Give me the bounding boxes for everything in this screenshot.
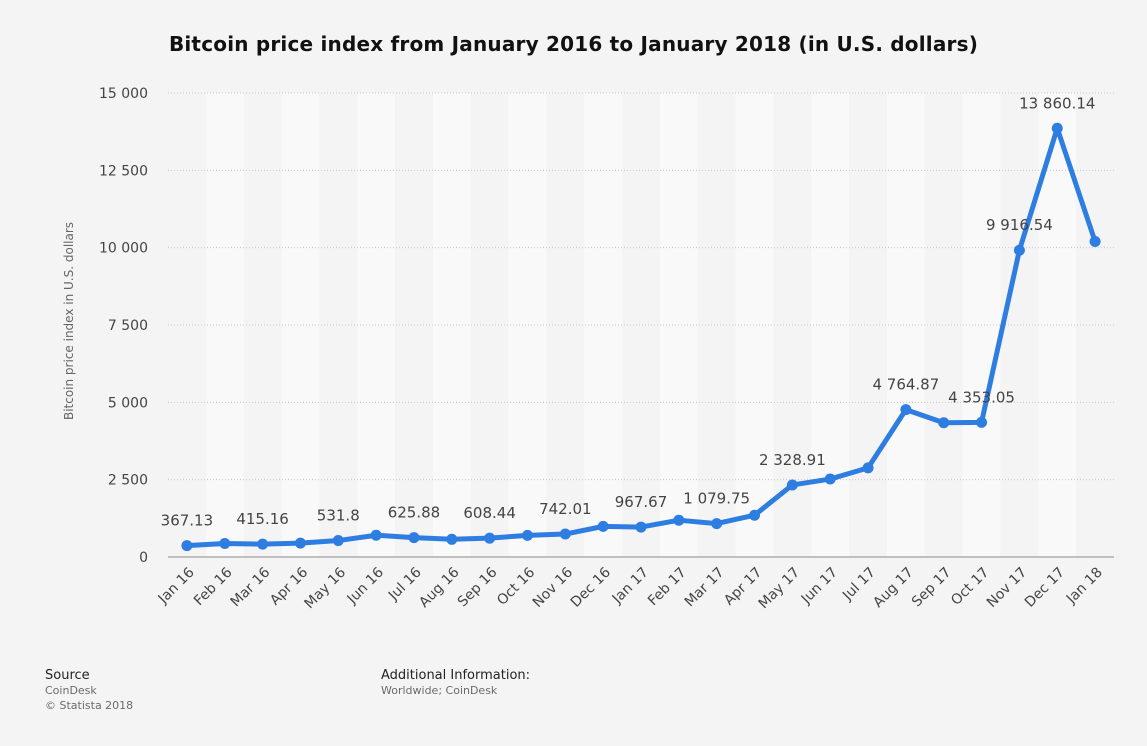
data-point — [559, 528, 571, 540]
data-point — [635, 521, 647, 533]
data-point — [749, 509, 761, 521]
x-tick-label: Mar 16 — [228, 564, 274, 610]
data-label: 1 079.75 — [683, 490, 750, 508]
column-band — [205, 93, 244, 557]
data-point — [219, 537, 231, 549]
data-point — [257, 538, 269, 550]
data-point — [1051, 122, 1063, 134]
y-tick-label: 15 000 — [99, 86, 148, 102]
x-tick-label: Jan 17 — [609, 565, 652, 608]
x-tick-label: Nov 17 — [984, 565, 1030, 611]
y-tick-label: 12 500 — [99, 163, 148, 179]
x-tick-label: May 16 — [302, 564, 350, 612]
data-label: 625.88 — [388, 504, 441, 522]
x-tick-label: Aug 17 — [870, 565, 916, 611]
y-tick-label: 7 500 — [108, 318, 148, 334]
x-tick-label: Jun 17 — [798, 565, 841, 608]
source-line: CoinDesk — [45, 684, 97, 697]
data-point — [332, 535, 344, 547]
data-point — [181, 540, 193, 552]
data-point — [900, 404, 912, 416]
data-point — [1013, 244, 1025, 256]
data-point — [370, 529, 382, 541]
data-point — [597, 520, 609, 532]
additional-info-heading: Additional Information: — [381, 668, 531, 683]
chart-title: Bitcoin price index from January 2016 to… — [168, 32, 979, 56]
x-tick-label: Jan 18 — [1063, 565, 1106, 608]
data-label: 4 764.87 — [872, 376, 939, 394]
series-line — [184, 125, 1098, 549]
data-label: 367.13 — [161, 512, 214, 530]
x-tick-label: Feb 17 — [645, 565, 690, 610]
data-point — [824, 473, 836, 485]
data-label: 967.67 — [615, 493, 668, 511]
data-point — [294, 537, 306, 549]
additional-info-block: Additional Information: Worldwide; CoinD… — [381, 668, 530, 698]
y-tick-label: 5 000 — [108, 395, 148, 411]
x-tick-label: Jun 16 — [344, 564, 387, 607]
x-tick-label: Feb 16 — [191, 564, 236, 609]
column-band — [357, 93, 396, 557]
y-axis-title: Bitcoin price index in U.S. dollars — [62, 222, 76, 420]
data-label: 608.44 — [463, 504, 516, 522]
data-point — [976, 416, 988, 428]
x-tick-label: Sep 17 — [909, 565, 955, 611]
data-point — [446, 533, 458, 545]
x-tick-label: Nov 16 — [530, 564, 576, 610]
x-tick-label: Sep 16 — [455, 564, 501, 610]
data-point — [711, 518, 723, 530]
column-band — [886, 93, 925, 557]
y-tick-label: 0 — [139, 550, 148, 566]
data-point — [484, 532, 496, 544]
copyright-line: © Statista 2018 — [45, 699, 134, 712]
data-label: 13 860.14 — [1019, 94, 1095, 112]
column-band — [432, 93, 471, 557]
x-tick-label: Dec 17 — [1022, 565, 1068, 611]
y-tick-label: 10 000 — [99, 241, 148, 257]
data-label: 4 353.05 — [948, 388, 1015, 406]
data-label: 415.16 — [236, 510, 289, 528]
data-point — [1089, 235, 1101, 247]
data-point — [408, 532, 420, 544]
x-tick-label: May 17 — [756, 565, 804, 613]
additional-info-line: Worldwide; CoinDesk — [381, 684, 498, 697]
data-label: 2 328.91 — [759, 451, 826, 469]
source-block: Source CoinDesk © Statista 2018 — [45, 668, 133, 713]
x-tick-label: Aug 16 — [416, 564, 462, 610]
data-label: 742.01 — [539, 500, 592, 518]
data-point — [862, 462, 874, 474]
data-point — [521, 529, 533, 541]
source-heading: Source — [45, 668, 90, 683]
data-label: 531.8 — [317, 507, 360, 525]
data-label: 9 916.54 — [986, 216, 1053, 234]
data-point — [786, 479, 798, 491]
x-tick-label: Jan 16 — [155, 564, 198, 607]
x-tick-label: Dec 16 — [568, 564, 614, 610]
data-point — [673, 514, 685, 526]
x-tick-label: Mar 17 — [682, 565, 728, 611]
data-point — [938, 417, 950, 429]
y-tick-label: 2 500 — [108, 473, 148, 489]
